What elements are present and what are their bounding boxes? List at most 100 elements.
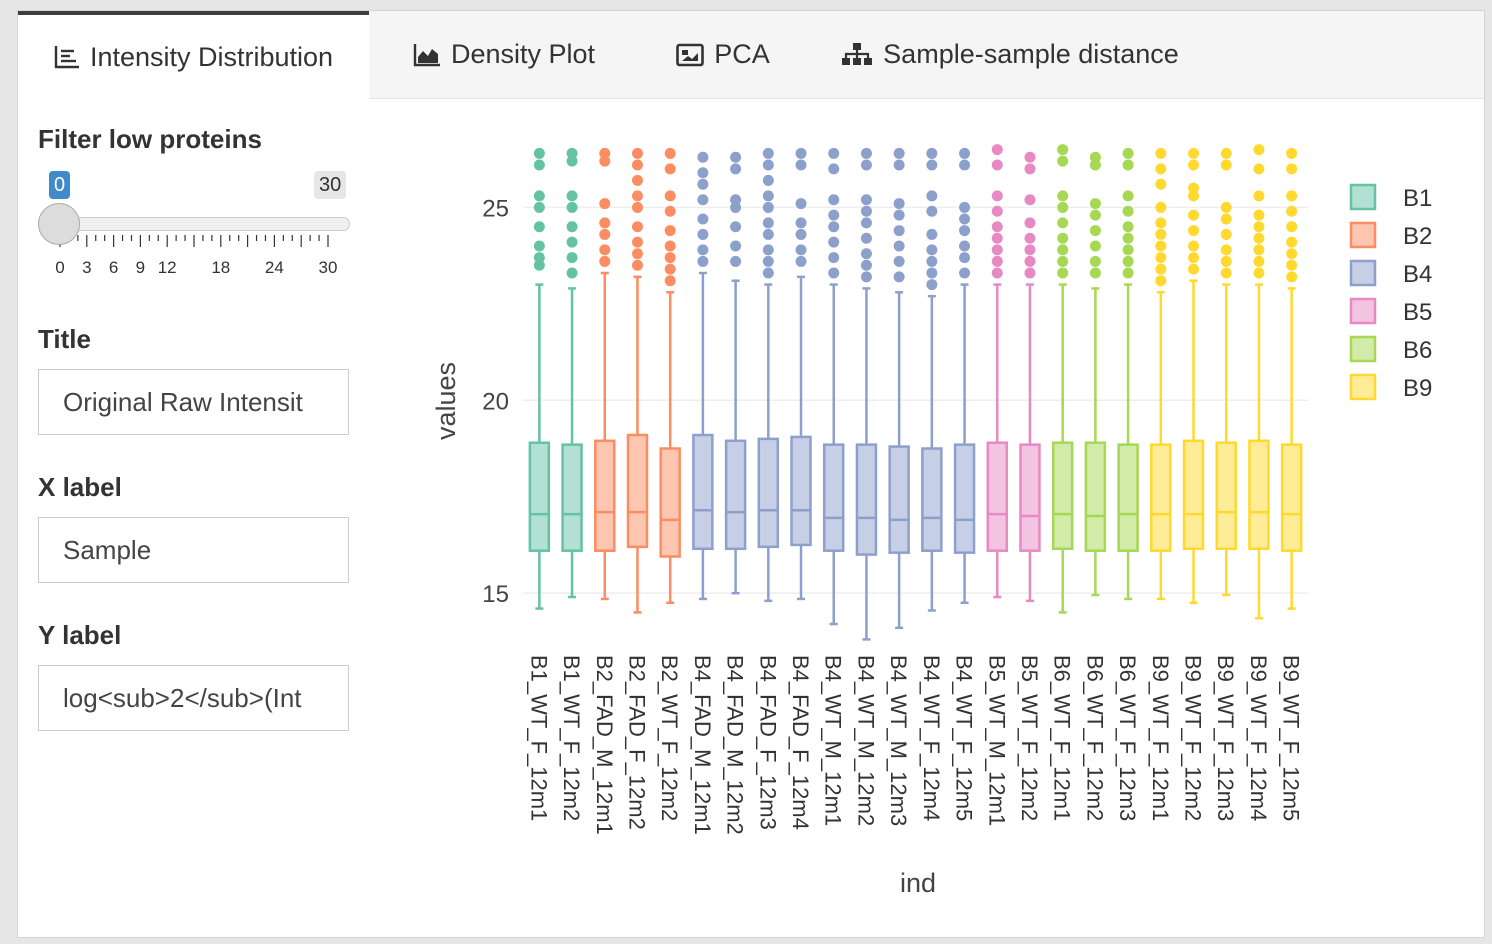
tab-density-plot[interactable]: Density Plot xyxy=(394,11,614,98)
outlier-point xyxy=(860,205,872,217)
box-body xyxy=(921,447,943,552)
box-body xyxy=(822,443,845,552)
box-body xyxy=(888,445,910,554)
outlier-point xyxy=(566,221,578,233)
outlier-point xyxy=(566,201,578,213)
legend-swatch xyxy=(1349,373,1377,401)
y-label-input[interactable] xyxy=(38,665,349,731)
legend-swatch xyxy=(1349,335,1377,363)
outlier-point xyxy=(959,240,971,252)
outlier-point xyxy=(893,255,905,267)
outlier-point xyxy=(1188,252,1200,264)
slider-value-badge: 0 xyxy=(49,171,71,199)
outlier-point xyxy=(566,147,578,159)
x-tick-label: B2_WT_F_12m2 xyxy=(657,655,682,821)
box-B9_WT_F_12m4 xyxy=(1248,144,1270,620)
outlier-point xyxy=(926,267,938,279)
outlier-point xyxy=(730,240,742,252)
outlier-point xyxy=(1220,228,1232,240)
outlier-point xyxy=(991,255,1003,267)
x-tick-label: B6_WT_F_12m2 xyxy=(1082,655,1107,821)
y-label-label: Y label xyxy=(38,620,122,650)
outlier-point xyxy=(959,267,971,279)
box-body xyxy=(1019,443,1041,552)
box-body xyxy=(1051,441,1074,551)
outlier-point xyxy=(1286,205,1298,217)
slider-tick-label: 30 xyxy=(318,258,338,277)
outlier-point xyxy=(730,201,742,213)
outlier-point xyxy=(1122,267,1134,279)
tab-bar: Intensity Distribution Density Plot PCA xyxy=(18,11,1484,99)
box-B5_WT_F_12m2 xyxy=(1019,151,1041,603)
tab-label: Density Plot xyxy=(450,39,596,69)
x-tick-label: B6_WT_F_12m1 xyxy=(1050,655,1075,821)
outlier-point xyxy=(631,190,643,202)
outlier-point xyxy=(599,198,611,210)
x-tick-label: B1_WT_F_12m1 xyxy=(526,655,551,821)
outlier-point xyxy=(959,159,971,171)
outlier-point xyxy=(1286,236,1298,248)
outlier-point xyxy=(1220,159,1232,171)
outlier-point xyxy=(1122,147,1134,159)
box-B9_WT_F_12m3 xyxy=(1215,147,1237,597)
x-tick-label: B4_WT_M_12m1 xyxy=(821,655,846,826)
outlier-point xyxy=(926,228,938,240)
outlier-point xyxy=(762,228,774,240)
outlier-point xyxy=(893,271,905,283)
outlier-point xyxy=(533,221,545,233)
outlier-point xyxy=(893,147,905,159)
main-panel: Intensity Distribution Density Plot PCA xyxy=(17,10,1485,938)
box-body xyxy=(1215,441,1237,551)
outlier-point xyxy=(697,255,709,267)
outlier-point xyxy=(664,263,676,275)
outlier-point xyxy=(959,147,971,159)
outlier-point xyxy=(631,248,643,260)
tab-pca[interactable]: PCA xyxy=(658,11,788,98)
x-tick-label: B9_WT_F_12m1 xyxy=(1148,655,1173,821)
outlier-point xyxy=(1155,163,1167,175)
outlier-point xyxy=(959,213,971,225)
outlier-point xyxy=(828,221,840,233)
y-axis-title: values xyxy=(431,362,461,440)
outlier-point xyxy=(828,209,840,221)
outlier-point xyxy=(664,275,676,287)
outlier-point xyxy=(1122,159,1134,171)
y-tick-label: 15 xyxy=(482,581,509,608)
outlier-point xyxy=(860,232,872,244)
outlier-point xyxy=(1024,267,1036,279)
tab-sample-sample-distance[interactable]: Sample-sample distance xyxy=(830,11,1190,98)
legend-swatch xyxy=(1349,297,1377,325)
box-B4_FAD_F_12m3 xyxy=(757,147,780,603)
outlier-point xyxy=(926,255,938,267)
outlier-point xyxy=(1024,194,1036,206)
box-body xyxy=(855,443,878,556)
outlier-point xyxy=(959,225,971,237)
box-B6_WT_F_12m2 xyxy=(1084,151,1107,597)
outlier-point xyxy=(1253,232,1265,244)
y-tick-label: 25 xyxy=(482,195,509,222)
outlier-point xyxy=(991,244,1003,256)
outlier-point xyxy=(1188,209,1200,221)
outlier-point xyxy=(795,159,807,171)
outlier-point xyxy=(926,279,938,291)
outlier-point xyxy=(1057,155,1069,167)
box-B1_WT_F_12m2 xyxy=(561,147,583,599)
outlier-point xyxy=(1089,255,1101,267)
box-B4_WT_M_12m2 xyxy=(855,147,878,641)
outlier-point xyxy=(664,147,676,159)
title-input[interactable] xyxy=(38,369,349,435)
x-tick-label: B4_WT_M_12m3 xyxy=(886,655,911,826)
outlier-point xyxy=(1220,255,1232,267)
slider-handle[interactable] xyxy=(38,203,80,245)
legend-label: B5 xyxy=(1403,299,1432,326)
outlier-point xyxy=(1089,159,1101,171)
x-label-input[interactable] xyxy=(38,517,349,583)
outlier-point xyxy=(1122,221,1134,233)
box-body xyxy=(724,439,747,551)
outlier-point xyxy=(664,205,676,217)
outlier-point xyxy=(926,244,938,256)
outlier-point xyxy=(631,236,643,248)
x-tick-label: B5_WT_M_12m1 xyxy=(984,655,1009,826)
outlier-point xyxy=(860,217,872,229)
tab-intensity-distribution[interactable]: Intensity Distribution xyxy=(18,11,369,99)
